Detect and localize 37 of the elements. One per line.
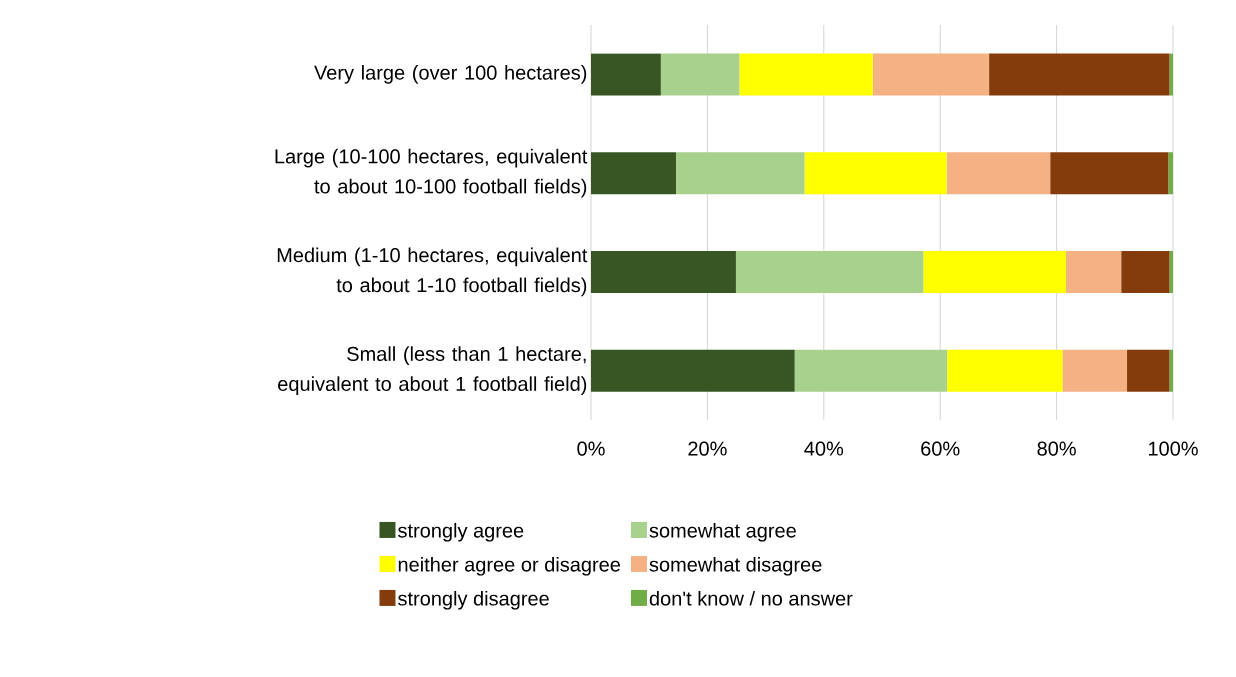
bar	[591, 152, 676, 195]
bar	[739, 53, 873, 96]
legend-label: strongly disagree	[398, 590, 549, 610]
x-tick-label: 60%	[921, 441, 960, 456]
y-tick-label: Medium (1-10 hectares, equivalent to about 1-10 football fields)	[277, 247, 588, 297]
bar	[1121, 250, 1170, 293]
legend-label: strongly agree	[398, 522, 524, 542]
bar	[794, 349, 948, 392]
x-tick-label: 0%	[577, 441, 605, 456]
x-tick-label: 80%	[1037, 441, 1076, 456]
bar	[675, 152, 805, 195]
bar	[872, 53, 990, 96]
bar	[946, 152, 1051, 195]
bar	[1062, 349, 1128, 392]
bar	[591, 349, 795, 392]
bar	[735, 250, 924, 293]
legend-label: neither agree or disagree	[398, 556, 621, 576]
bar	[804, 152, 947, 195]
bar	[1168, 152, 1174, 195]
y-tick-label: Very large (over 100 hectares)	[314, 65, 587, 84]
x-tick-label: 20%	[688, 441, 727, 456]
legend-label: don't know / no answer	[649, 590, 853, 606]
bar	[591, 250, 736, 293]
bar	[923, 250, 1066, 293]
bar	[947, 349, 1063, 392]
y-tick-label: Small (less than 1 hectare, equivalent to about 1 football field)	[278, 346, 587, 395]
x-tick-label: 100%	[1148, 441, 1198, 456]
legend-label: somewhat agree	[649, 522, 796, 542]
y-tick-label: Large (10-100 hectares, equivalent to about 10-100 football fields)	[275, 148, 588, 198]
bar	[1065, 250, 1122, 293]
x-tick-label: 40%	[804, 441, 844, 456]
bar	[660, 53, 740, 96]
legend-label: somewhat disagree	[649, 556, 822, 576]
bar	[1127, 349, 1170, 392]
bar	[591, 53, 661, 96]
bar	[989, 53, 1170, 96]
bar	[1050, 152, 1169, 195]
